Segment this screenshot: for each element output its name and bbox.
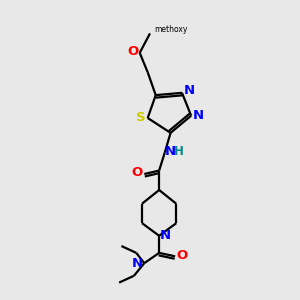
Text: N: N: [165, 145, 176, 158]
Text: O: O: [176, 249, 188, 262]
Text: N: N: [183, 84, 194, 97]
Text: O: O: [132, 167, 143, 179]
Text: N: N: [159, 229, 170, 242]
Text: S: S: [136, 112, 146, 124]
Text: H: H: [174, 145, 184, 158]
Text: N: N: [132, 257, 143, 270]
Text: N: N: [193, 109, 204, 122]
Text: O: O: [127, 45, 139, 58]
Text: methoxy: methoxy: [154, 26, 188, 34]
